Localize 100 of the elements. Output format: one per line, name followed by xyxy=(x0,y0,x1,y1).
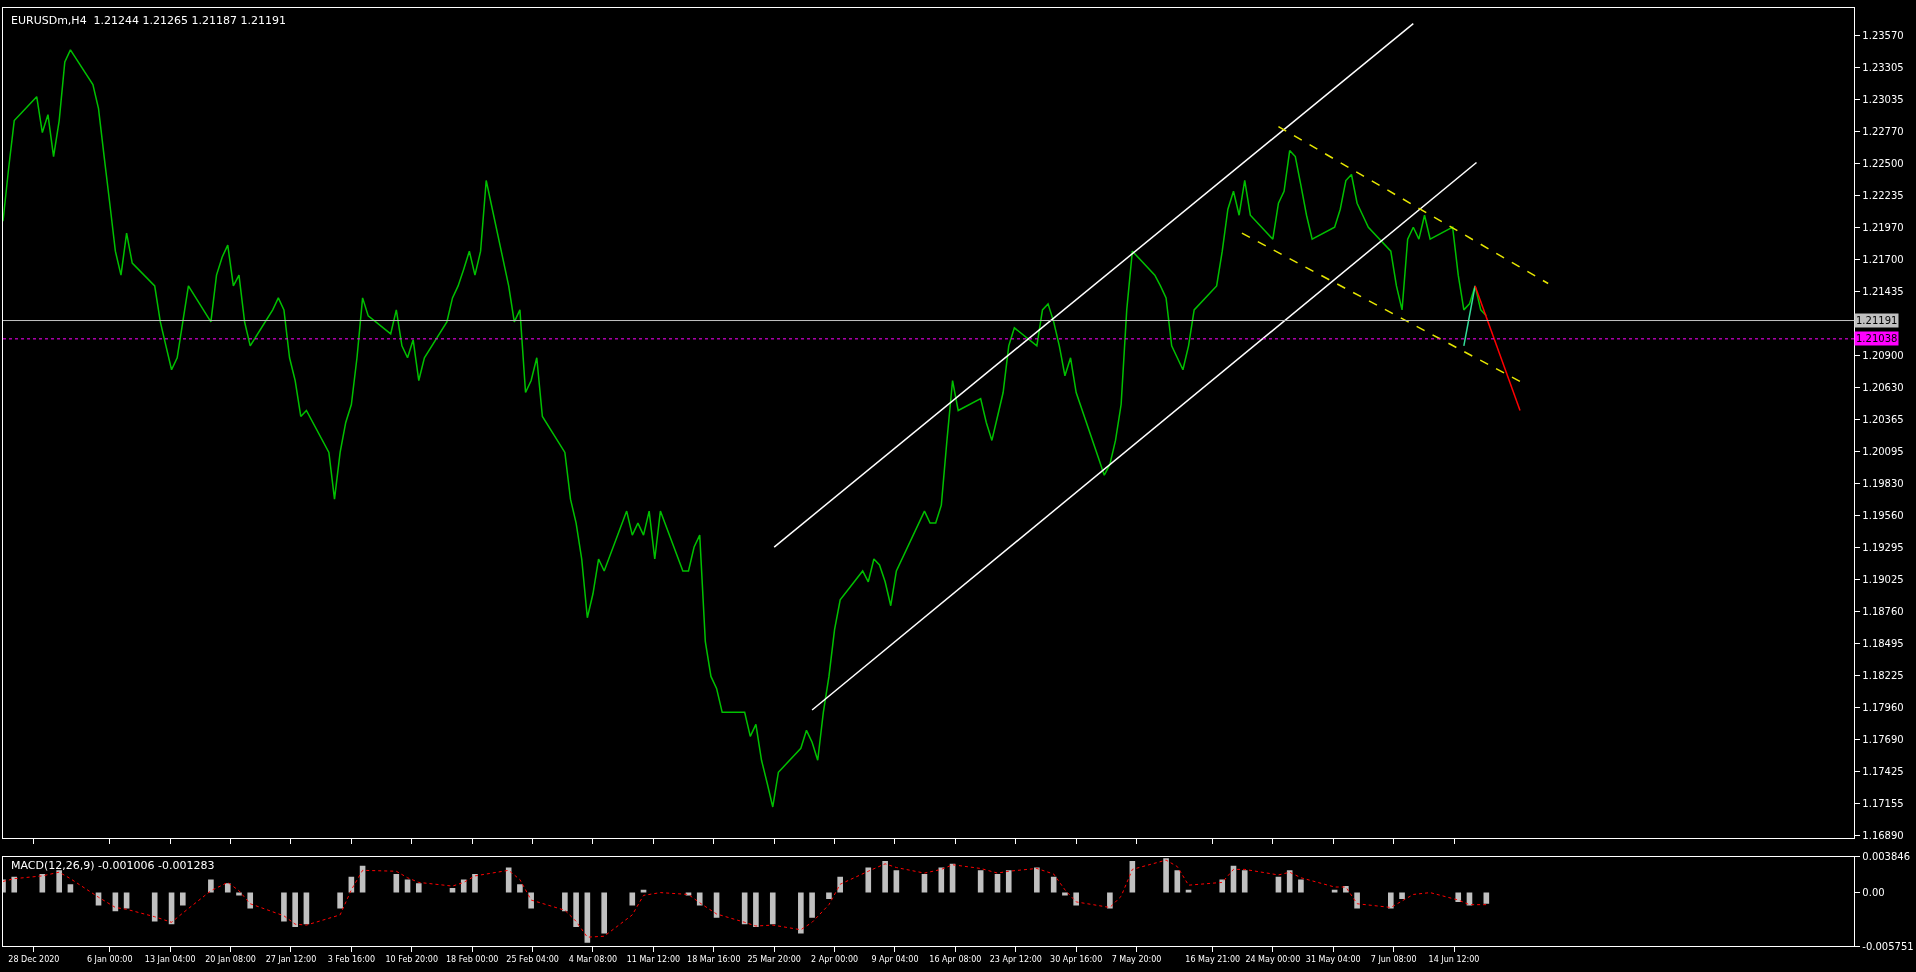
y-tick-label: 1.19830 xyxy=(1862,478,1904,490)
bar xyxy=(1050,876,1057,893)
y-tick-label: 1.20095 xyxy=(1862,446,1904,458)
x-tick-label: 31 May 04:00 xyxy=(1305,954,1361,964)
y-tick-label: 1.22235 xyxy=(1862,189,1904,201)
bar xyxy=(56,870,62,893)
x-tick-label: 13 Jan 04:00 xyxy=(144,954,196,964)
bar xyxy=(247,892,254,909)
y-tick-label: -0.005751 xyxy=(1862,940,1914,952)
x-tick-label: 20 Jan 08:00 xyxy=(205,954,256,964)
bar xyxy=(292,892,298,927)
line-series xyxy=(3,49,1488,808)
x-tick-label: 27 Jan 12:00 xyxy=(265,954,317,964)
x-tick-label: 2 Apr 00:00 xyxy=(811,954,859,964)
bar xyxy=(696,892,703,906)
bar xyxy=(517,884,523,893)
bar xyxy=(629,892,636,906)
x-tick-label: 10 Feb 20:00 xyxy=(385,954,438,964)
bar xyxy=(460,879,467,893)
y-tick-label: 1.23570 xyxy=(1862,30,1904,42)
y-tick-label: 1.17690 xyxy=(1862,734,1904,746)
bar xyxy=(1331,889,1338,893)
bar xyxy=(415,883,422,893)
x-tick-label: 16 Apr 08:00 xyxy=(929,954,982,964)
bar xyxy=(977,870,984,893)
y-tick-label: 1.18760 xyxy=(1862,606,1904,618)
y-tick-label: 1.20900 xyxy=(1862,349,1904,361)
x-tick-label: 14 Jun 12:00 xyxy=(1428,954,1480,964)
x-tick-label: 7 Jun 08:00 xyxy=(1370,954,1417,964)
bar xyxy=(1034,867,1040,893)
bar xyxy=(151,892,158,922)
bar xyxy=(1298,879,1304,893)
bar xyxy=(809,892,815,918)
x-tick-label: 3 Feb 16:00 xyxy=(327,954,376,964)
bar xyxy=(1185,889,1192,893)
bar xyxy=(837,876,843,893)
x-tick-label: 18 Feb 00:00 xyxy=(445,954,499,964)
bar xyxy=(893,870,900,893)
x-tick-label: 23 Apr 12:00 xyxy=(989,954,1042,964)
x-tick-label: 25 Mar 20:00 xyxy=(747,954,801,964)
bar xyxy=(753,892,759,927)
bar xyxy=(1219,879,1226,893)
y-tick-label: 1.21700 xyxy=(1862,254,1904,266)
y-tick-label: 1.19295 xyxy=(1862,542,1904,554)
bar xyxy=(921,874,928,893)
bar xyxy=(179,892,186,906)
x-tick-label: 28 Dec 2020 xyxy=(8,954,60,964)
y-tick-label: 1.23305 xyxy=(1862,61,1904,73)
bar xyxy=(1163,858,1169,893)
y-tick-label: 1.17155 xyxy=(1862,798,1904,810)
bar xyxy=(67,884,74,893)
bar xyxy=(472,874,478,893)
y-tick-label: 1.22500 xyxy=(1862,158,1904,170)
bar xyxy=(573,892,579,927)
y-tick-label: 0.00 xyxy=(1862,887,1885,899)
y-tick-label: 1.23035 xyxy=(1862,94,1904,106)
bar xyxy=(1399,892,1405,900)
text: EURUSDm,H4 1.21244 1.21265 1.21187 1.21191 xyxy=(11,14,287,27)
y-tick-label: 1.19025 xyxy=(1862,574,1904,586)
bar xyxy=(1241,870,1248,893)
y-tick-label: 1.16890 xyxy=(1862,830,1904,842)
bar xyxy=(882,861,888,893)
bar xyxy=(11,876,18,893)
x-tick-label: 4 Mar 08:00 xyxy=(568,954,618,964)
bar xyxy=(994,874,1001,893)
y-tick-label: 1.18495 xyxy=(1862,637,1904,649)
bar xyxy=(601,892,608,934)
y-tick-label: 1.18225 xyxy=(1862,670,1904,682)
y-tick-label: 1.19560 xyxy=(1862,510,1904,522)
bar xyxy=(1286,870,1293,893)
x-tick-label: 24 May 00:00 xyxy=(1245,954,1301,964)
ref-line-label: 1.21038 xyxy=(1856,333,1898,344)
bar xyxy=(449,887,456,893)
line-series xyxy=(3,859,1487,938)
bar xyxy=(281,892,287,922)
chart-title: MACD(12,26,9) -0.001006 -0.001283 xyxy=(11,859,215,872)
bar xyxy=(1107,892,1113,909)
bar xyxy=(562,892,568,912)
ref-line-label: 1.21191 xyxy=(1856,315,1898,326)
bar xyxy=(224,883,231,893)
bar xyxy=(337,892,343,909)
x-tick-label: 7 May 20:00 xyxy=(1111,954,1162,964)
y-tick-label: 1.21435 xyxy=(1862,285,1904,297)
y-tick-label: 1.22770 xyxy=(1862,125,1904,137)
bar xyxy=(798,892,804,934)
y-tick-label: 0.003846 xyxy=(1862,851,1911,863)
y-tick-label: 1.20365 xyxy=(1862,413,1904,425)
bar xyxy=(1275,876,1282,893)
bar xyxy=(769,892,776,925)
bar xyxy=(1005,870,1012,893)
y-tick-label: 1.17960 xyxy=(1862,702,1904,714)
x-tick-label: 11 Mar 12:00 xyxy=(626,954,681,964)
x-tick-label: 30 Apr 16:00 xyxy=(1050,954,1103,964)
bar xyxy=(865,867,872,893)
y-tick-label: 1.20630 xyxy=(1862,382,1904,394)
y-tick-label: 1.21970 xyxy=(1862,221,1904,233)
x-tick-label: 25 Feb 04:00 xyxy=(506,954,559,964)
x-tick-label: 18 Mar 16:00 xyxy=(687,954,741,964)
bar xyxy=(1073,892,1079,906)
x-tick-label: 9 Apr 04:00 xyxy=(871,954,919,964)
